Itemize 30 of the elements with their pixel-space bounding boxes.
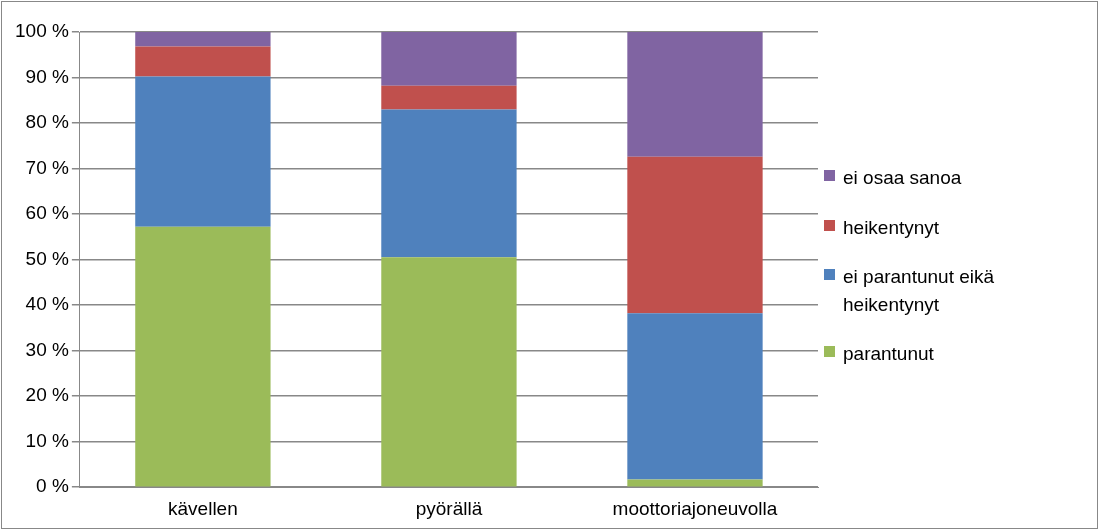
y-tick-label: 50 %	[25, 247, 69, 269]
bar	[135, 32, 271, 47]
bar	[381, 257, 517, 487]
x-tick-label: pyörällä	[415, 497, 483, 519]
y-tick-label: 10 %	[25, 429, 69, 451]
bar	[627, 156, 763, 314]
y-tick-label: 40 %	[25, 293, 69, 315]
y-tick-label: 70 %	[25, 156, 69, 178]
y-tick-label: 90 %	[25, 65, 69, 87]
bar	[135, 226, 271, 487]
bar	[381, 85, 517, 110]
y-tick-label: 0 %	[36, 475, 69, 497]
legend-label: ei parantunut eikä heikentynyt	[843, 265, 996, 317]
bar	[135, 46, 271, 77]
legend-label: heikentynyt	[843, 215, 941, 240]
bar	[627, 479, 763, 487]
y-tick-label: 80 %	[25, 111, 69, 133]
y-tick-label: 20 %	[25, 384, 69, 406]
bar	[381, 109, 517, 258]
bar	[627, 32, 763, 157]
legend-label: ei osaa sanoa	[843, 166, 963, 191]
y-tick-label: 30 %	[25, 338, 69, 360]
bar	[135, 76, 271, 227]
y-tick-label: 60 %	[25, 202, 69, 224]
legend-label: parantunut	[843, 342, 935, 367]
x-tick-label: kävellen	[168, 497, 238, 519]
x-tick-label: moottoriajoneuvolla	[612, 497, 778, 519]
y-tick-label: 100 %	[15, 20, 69, 42]
bar	[627, 313, 763, 480]
bar	[381, 32, 517, 86]
